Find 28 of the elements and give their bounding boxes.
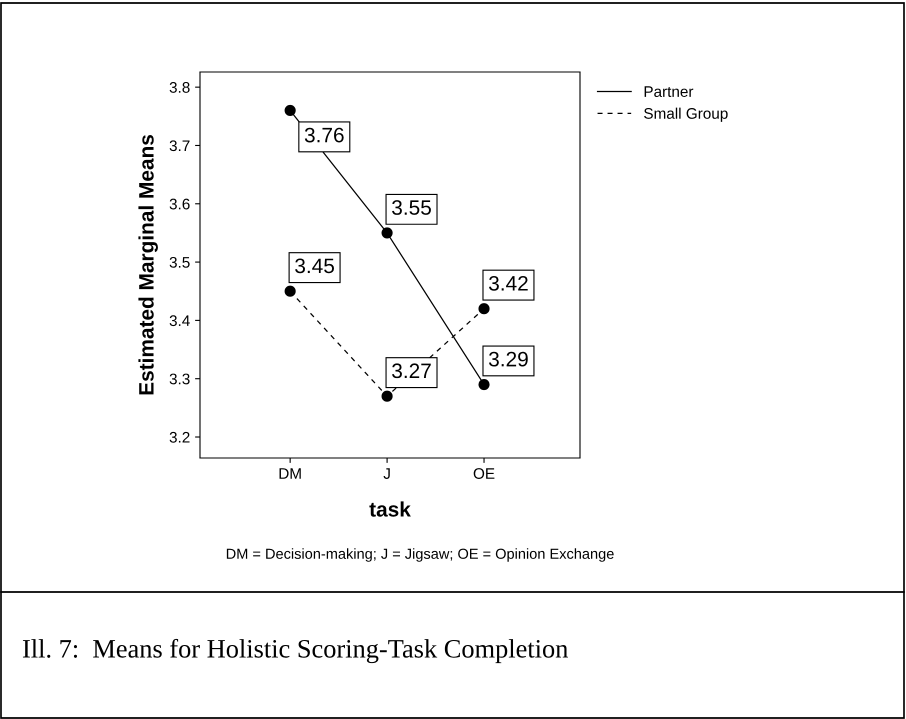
data-label: 3.45 [295,258,334,274]
x-tick-label: J [384,468,390,479]
point [478,303,490,314]
point [284,104,296,116]
data-label: 3.55 [392,200,431,215]
y-axis-title: Estimated Marginal Means [138,135,158,394]
y-tick-label: 3.2 [170,432,190,443]
data-label: 3.42 [488,276,528,291]
data-label: 3.27 [392,363,431,378]
text: Ill. 7: Means for Holistic Scoring-Task Completion [22,638,568,664]
point [382,390,393,402]
data-label: 3.76 [304,128,344,142]
data-label: 3.29 [488,352,528,367]
point [382,227,393,238]
legend-label: Small Group [644,108,728,122]
y-tick-label: 3.4 [170,315,190,326]
y-tick-label: 3.8 [170,82,190,93]
text: DM = Decision-making; J = Jigsaw; OE = Opinion Exchange [226,548,614,562]
y-tick-label: 3.5 [170,256,190,268]
x-tick-label: DM [280,468,301,479]
y-tick-label: 3.7 [170,140,190,152]
legend-label: Partner [644,86,694,97]
x-tick-label: OE [474,468,494,479]
y-tick-label: 3.3 [170,374,190,384]
point [478,378,490,390]
point [284,286,296,297]
x-axis-title: task [369,501,411,517]
y-tick-label: 3.6 [170,198,190,210]
